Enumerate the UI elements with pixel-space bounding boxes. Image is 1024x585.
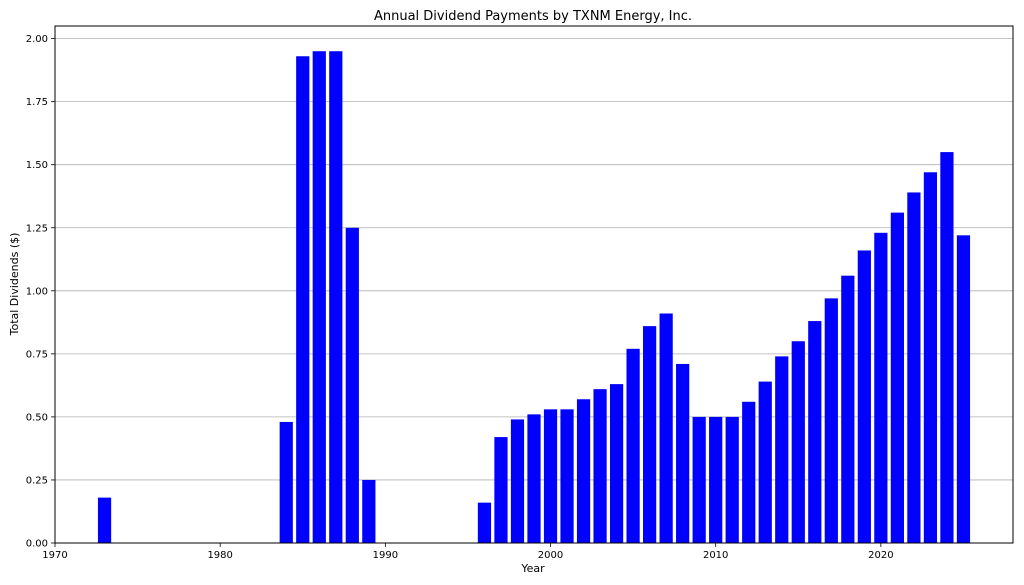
bar-2008 bbox=[676, 363, 690, 543]
y-tick-label: 0.00 bbox=[26, 539, 48, 550]
y-tick-label: 1.50 bbox=[26, 160, 48, 171]
y-tick-label: 1.25 bbox=[26, 223, 48, 234]
bar-2022 bbox=[907, 192, 921, 543]
bar-1989 bbox=[362, 479, 376, 543]
bar-2009 bbox=[692, 416, 706, 543]
y-tick-label: 0.25 bbox=[26, 475, 48, 486]
bar-2010 bbox=[709, 416, 723, 543]
bar-1996 bbox=[477, 502, 492, 543]
bar-2017 bbox=[824, 298, 838, 543]
y-tick-label: 1.75 bbox=[26, 97, 48, 108]
bar-2001 bbox=[560, 409, 574, 543]
bar-2011 bbox=[725, 416, 739, 543]
bar-2025 bbox=[956, 235, 971, 543]
bar-2019 bbox=[857, 250, 871, 543]
x-axis-ticks: 1970 1980 1990 2000 2010 2020 bbox=[42, 543, 894, 561]
y-axis-label: Total Dividends ($) bbox=[8, 233, 21, 337]
bar-2016 bbox=[808, 321, 822, 543]
bar-2004 bbox=[609, 384, 624, 543]
bar-1986 bbox=[312, 51, 326, 543]
x-tick-label: 1980 bbox=[207, 550, 232, 561]
y-tick-label: 1.00 bbox=[26, 286, 48, 297]
chart-title: Annual Dividend Payments by TXNM Energy,… bbox=[374, 9, 692, 24]
bar-2003 bbox=[593, 389, 607, 543]
bar-2015 bbox=[791, 341, 805, 543]
bar-1984 bbox=[279, 421, 293, 543]
x-tick-label: 1970 bbox=[42, 550, 67, 561]
y-tick-label: 2.00 bbox=[26, 34, 48, 45]
x-tick-label: 2000 bbox=[538, 550, 563, 561]
bar-2006 bbox=[643, 326, 657, 543]
bar-1988 bbox=[345, 227, 359, 543]
bar-2012 bbox=[742, 401, 756, 543]
bar-2024 bbox=[940, 152, 954, 543]
y-tick-label: 0.50 bbox=[26, 412, 48, 423]
bar-2018 bbox=[841, 275, 855, 543]
bar-2000 bbox=[543, 409, 558, 543]
bar-1985 bbox=[296, 56, 310, 543]
y-gridlines bbox=[55, 38, 1013, 544]
y-axis-ticks: 0.00 0.25 0.50 0.75 1.00 1.25 1.50 1.75 2.00 bbox=[26, 34, 55, 550]
bar-2007 bbox=[659, 313, 673, 543]
bar-2023 bbox=[923, 172, 938, 543]
bar-2014 bbox=[775, 356, 789, 543]
y-tick-label: 0.75 bbox=[26, 349, 48, 360]
bar-2013 bbox=[758, 381, 772, 543]
bar-2002 bbox=[576, 399, 591, 543]
x-tick-label: 1990 bbox=[373, 550, 398, 561]
bar-2020 bbox=[874, 232, 888, 544]
bar-1997 bbox=[494, 437, 508, 543]
x-axis-label: Year bbox=[520, 562, 545, 575]
bar-2021 bbox=[890, 212, 904, 543]
bars bbox=[97, 51, 971, 544]
bar-1998 bbox=[510, 419, 525, 543]
bar-2005 bbox=[626, 348, 640, 543]
bar-1987 bbox=[329, 51, 343, 543]
plot-frame bbox=[54, 25, 1014, 544]
x-tick-label: 2010 bbox=[703, 550, 728, 561]
bar-1973 bbox=[97, 497, 112, 543]
x-tick-label: 2020 bbox=[868, 550, 893, 561]
bar-1999 bbox=[527, 414, 541, 543]
